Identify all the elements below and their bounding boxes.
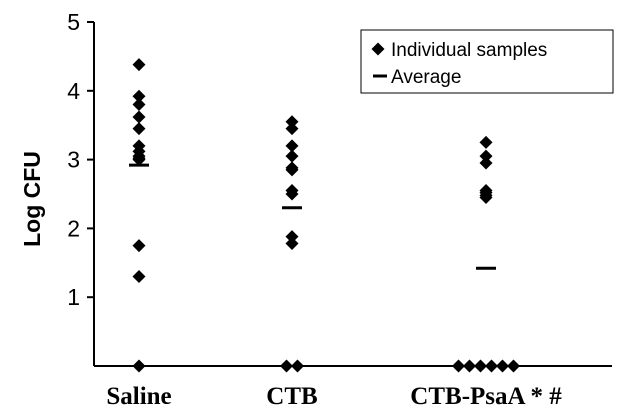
- y-tick-label: 4: [67, 78, 80, 104]
- data-point: [479, 190, 493, 204]
- x-category-label: CTB: [266, 383, 317, 410]
- legend-diamond-icon: [371, 42, 385, 56]
- data-point: [285, 139, 299, 153]
- x-categories: Saline CTB CTB-PsaA * #: [106, 383, 562, 410]
- legend-box: [360, 29, 614, 94]
- data-point: [132, 270, 146, 284]
- data-point: [132, 359, 146, 373]
- data-point: [452, 359, 465, 373]
- data-point: [132, 239, 146, 253]
- data-point: [291, 359, 304, 373]
- y-tick-label: 5: [67, 9, 80, 35]
- data-point: [132, 89, 146, 103]
- y-ticks: 1 2 3 4 5: [67, 9, 94, 310]
- data-point: [285, 115, 299, 129]
- data-point: [280, 359, 293, 373]
- data-point: [285, 230, 299, 244]
- data-point: [285, 187, 299, 201]
- data-point: [474, 359, 487, 373]
- data-point: [479, 156, 493, 170]
- x-category-label: CTB-PsaA * #: [410, 383, 562, 410]
- data-point: [132, 153, 146, 167]
- data-point: [132, 58, 146, 72]
- data-point: [496, 359, 509, 373]
- y-tick-label: 3: [67, 147, 80, 173]
- x-category-label: Saline: [106, 383, 171, 410]
- data-point: [285, 163, 299, 177]
- data-point: [463, 359, 476, 373]
- data-point: [285, 122, 299, 136]
- axes: [93, 22, 612, 367]
- y-axis-title: Log CFU: [19, 151, 45, 247]
- data-point: [285, 237, 299, 251]
- data-point: [507, 359, 520, 373]
- legend-label-samples: Individual samples: [391, 40, 547, 61]
- data-point: [132, 122, 146, 136]
- data-point: [132, 110, 146, 124]
- data-point: [285, 149, 299, 163]
- data-marks: [129, 58, 520, 373]
- data-point: [132, 98, 146, 112]
- data-point: [485, 359, 498, 373]
- data-point: [479, 135, 493, 149]
- y-tick-label: 2: [67, 215, 80, 241]
- legend-label-average: Average: [391, 67, 461, 88]
- legend: Individual samples Average: [360, 29, 614, 94]
- data-point: [479, 149, 493, 163]
- y-tick-label: 1: [67, 284, 80, 310]
